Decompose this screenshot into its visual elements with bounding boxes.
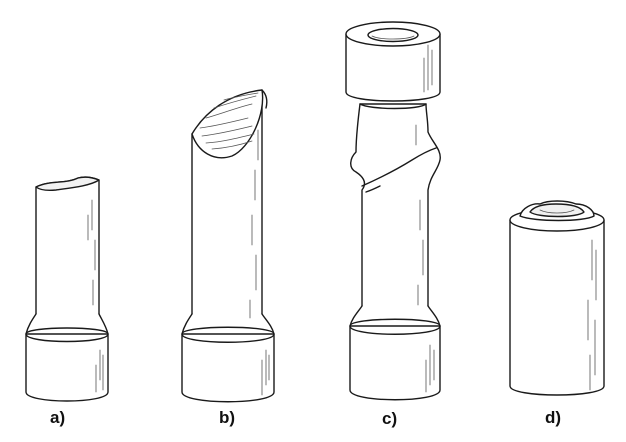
specimen-c-base (349, 325, 441, 401)
specimen-a (25, 176, 109, 402)
specimen-b-fillet (181, 313, 275, 335)
specimen-d-cup (529, 203, 585, 218)
specimen-b-shading (249, 129, 270, 396)
specimen-a-shaft (35, 176, 100, 323)
specimen-a-shading (87, 199, 104, 393)
specimen-a-base (25, 333, 109, 402)
label-b: b) (219, 408, 236, 427)
specimen-c-shading (415, 44, 435, 393)
specimen-b-fracture-hatch (199, 92, 259, 150)
specimen-c-twist-line (361, 147, 437, 187)
specimen-d-shading (587, 239, 597, 391)
specimen-c (345, 21, 441, 401)
label-d: d) (545, 408, 562, 427)
specimen-a-fracture-surface (35, 176, 100, 192)
specimen-c-shaft (350, 103, 441, 313)
specimen-d-body (509, 219, 605, 396)
specimen-d (509, 200, 605, 396)
specimen-c-top-grip (345, 33, 441, 102)
specimen-a-fillet (25, 313, 109, 335)
label-a: a) (50, 408, 66, 427)
specimen-c-fillet (349, 305, 441, 327)
specimen-b-base (181, 333, 275, 403)
specimen-c-bore (367, 27, 419, 43)
specimen-b (181, 89, 275, 403)
label-c: c) (382, 409, 398, 428)
